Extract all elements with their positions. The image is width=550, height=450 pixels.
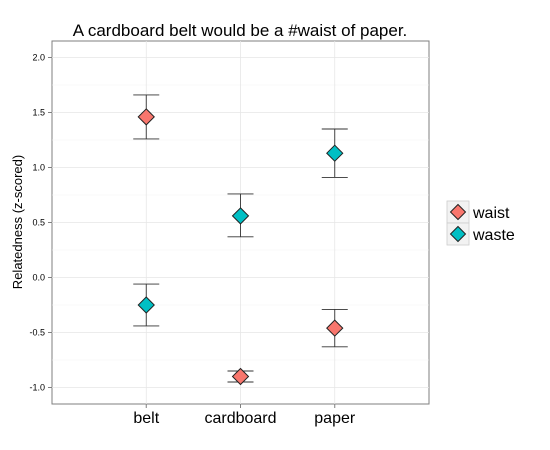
y-tick-label: -1.0 <box>29 383 45 393</box>
x-tick-label: cardboard <box>204 410 276 427</box>
y-axis-label: Relatedness (z-scored) <box>10 155 25 289</box>
y-tick-label: -0.5 <box>29 328 45 338</box>
point-waste-paper <box>326 144 344 162</box>
x-axis-ticks: belt cardboard paper <box>133 404 356 427</box>
legend-label-waste: waste <box>472 227 515 244</box>
point-waist-cardboard <box>231 367 250 386</box>
point-waist-belt <box>137 108 155 126</box>
y-tick-label: 0.5 <box>32 218 45 228</box>
data-points <box>137 108 344 386</box>
error-bars <box>133 94 348 383</box>
x-tick-label: belt <box>133 410 159 427</box>
y-tick-label: 0.0 <box>32 273 45 283</box>
y-tick-label: 1.0 <box>32 163 45 173</box>
legend-symbol-waist <box>449 203 467 221</box>
point-waste-belt <box>137 296 155 314</box>
legend-label-waist: waist <box>472 205 510 222</box>
point-waist-paper <box>326 319 344 337</box>
y-tick-label: 1.5 <box>32 108 45 118</box>
legend: waist waste <box>446 200 515 246</box>
point-waste-cardboard <box>231 207 250 225</box>
y-axis-ticks: 2.0 1.5 1.0 0.5 0.0 -0.5 -1.0 <box>29 53 52 393</box>
chart-title: A cardboard belt would be a #waist of pa… <box>73 21 408 40</box>
x-tick-label: paper <box>314 410 356 427</box>
y-tick-label: 2.0 <box>32 53 45 63</box>
legend-symbol-waste <box>449 225 467 243</box>
